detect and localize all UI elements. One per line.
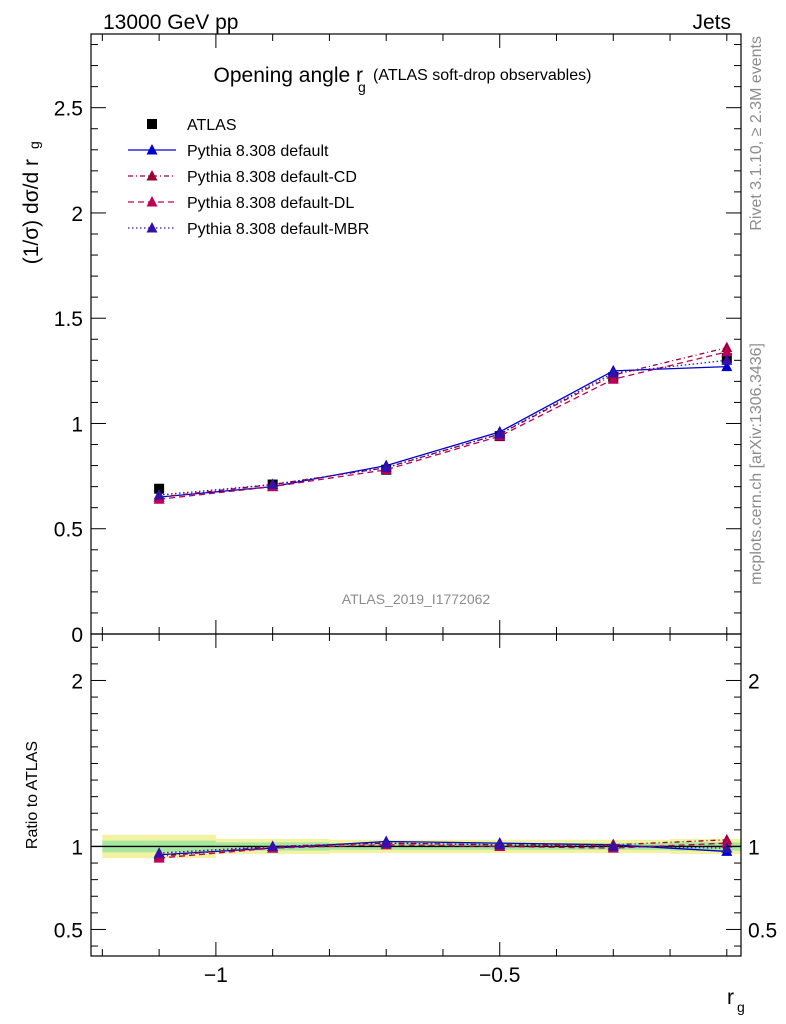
series-0 (154, 353, 732, 494)
legend-label: ATLAS (187, 117, 237, 134)
data-point (721, 345, 733, 357)
ratio-y-tick-label-left: 2 (71, 670, 83, 693)
legend-marker (146, 196, 158, 207)
data-point (153, 847, 165, 858)
x-axis-label-subscript: g (737, 999, 745, 1015)
data-point (607, 366, 619, 378)
data-point (380, 837, 392, 848)
data-point (494, 428, 506, 439)
series-1 (153, 360, 733, 502)
ratio-y-axis-label: Ratio to ATLAS (24, 741, 41, 849)
y-axis-label-subscript: g (26, 141, 42, 149)
series-2 (153, 341, 733, 502)
ratio-frame (90, 633, 742, 957)
data-point (607, 840, 619, 851)
main-data-layer (153, 341, 733, 504)
y-tick-label: 1 (71, 413, 83, 436)
rivet-label: Rivet 3.1.10, ≥ 2.3M events (748, 36, 765, 231)
legend-marker (146, 144, 158, 155)
ratio-y-tick-label-left: 1 (71, 836, 83, 859)
y-tick-label: 2.5 (54, 98, 83, 121)
data-point (721, 360, 733, 372)
plot-title-subscript: g (358, 79, 366, 95)
legend-marker (147, 119, 157, 129)
source-label: mcplots.cern.ch [arXiv:1306.3436] (748, 343, 765, 585)
data-point (380, 461, 392, 473)
legend-item: Pythia 8.308 default-CD (128, 169, 357, 186)
ratio-plot-panel: 0.5 0.5 1 1 2 2 −1 −0.5 Ratio to ATLAS r g (24, 633, 777, 1015)
series-line-3 (159, 842, 727, 854)
data-point (267, 840, 279, 851)
legend-label: Pythia 8.308 default-MBR (187, 221, 369, 238)
series-line-3 (159, 351, 727, 500)
data-point (494, 838, 506, 850)
legend-item: Pythia 8.308 default-DL (128, 195, 354, 212)
ratio-y-tick-label-left: 0.5 (54, 919, 83, 942)
main-plot-panel: 0 0.5 1 1.5 2 2.5 Opening angle r g (ATLAS so… (20, 33, 742, 647)
ratio-y-tick-label-right: 2 (748, 670, 760, 693)
legend-item: ATLAS (147, 117, 237, 134)
legend: ATLAS Pythia 8.308 default Pythia 8.308 de… (128, 117, 369, 238)
series-4 (153, 354, 733, 500)
data-point (154, 483, 165, 494)
y-axis-label-main: (1/σ) dσ/d r (20, 159, 43, 264)
series-line-4 (159, 359, 727, 496)
ratio-y-tick-label-right: 0.5 (748, 919, 777, 942)
data-point (267, 478, 279, 490)
legend-label: Pythia 8.308 default-CD (187, 169, 357, 186)
data-point (721, 354, 733, 365)
data-point (153, 489, 165, 500)
legend-item: Pythia 8.308 default (128, 143, 329, 160)
energy-label: 13000 GeV pp (103, 11, 238, 34)
y-tick-label: 0.5 (54, 519, 83, 542)
legend-marker (146, 222, 158, 233)
data-point (721, 842, 733, 853)
legend-label: Pythia 8.308 default-DL (187, 195, 354, 212)
data-point (607, 373, 619, 384)
plot-title-note: (ATLAS soft-drop observables) (373, 67, 591, 84)
ratio-y-tick-label-right: 1 (748, 836, 760, 859)
legend-item: Pythia 8.308 default-MBR (128, 221, 369, 238)
legend-label: Pythia 8.308 default (187, 143, 329, 160)
process-label: Jets (692, 11, 731, 34)
x-tick-label: −1 (204, 964, 228, 987)
plot-title: Opening angle r (214, 64, 363, 87)
x-axis-label-main: r (727, 986, 734, 1009)
main-y-axis-label: (1/σ) dσ/d r g (20, 141, 43, 264)
analysis-label: ATLAS_2019_I1772062 (342, 591, 491, 607)
legend-marker (146, 170, 158, 181)
y-tick-label: 1.5 (54, 308, 83, 331)
y-tick-label: 0 (71, 624, 83, 647)
main-axes: 0 0.5 1 1.5 2 2.5 (54, 34, 741, 647)
ratio-axes: 0.5 0.5 1 1 2 2 −1 −0.5 (54, 634, 777, 987)
series-line-1 (159, 365, 727, 498)
x-tick-label: −0.5 (479, 964, 520, 987)
ratio-data-layer (91, 833, 741, 863)
y-tick-label: 2 (71, 203, 83, 226)
series-3 (153, 837, 733, 858)
